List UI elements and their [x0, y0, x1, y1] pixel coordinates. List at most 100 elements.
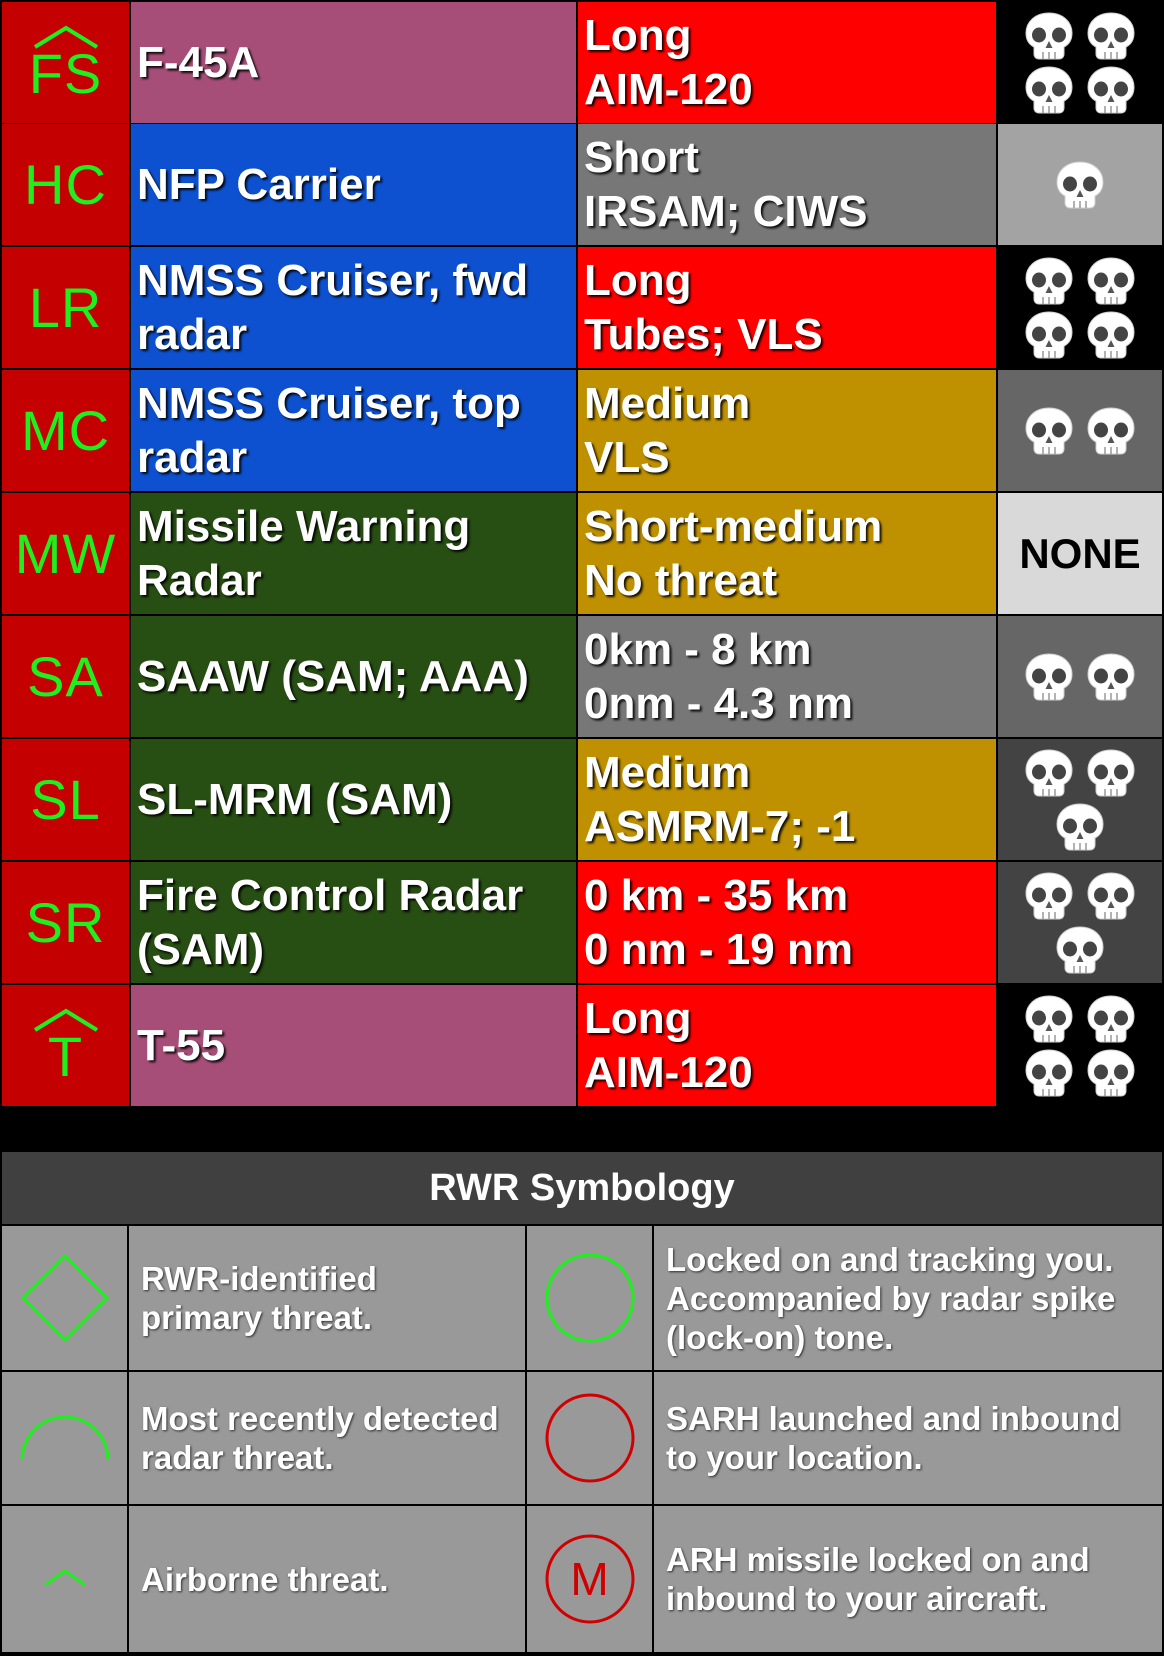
- danger-skulls: [1016, 404, 1144, 458]
- airborne-caret-icon: [33, 1008, 98, 1032]
- threat-range: Medium VLS: [584, 377, 750, 485]
- skull-icon: [1025, 1048, 1073, 1096]
- threat-name-cell: Fire Control Radar (SAM): [131, 862, 576, 983]
- threat-range-line: Medium: [584, 378, 751, 428]
- threat-range-cell: Long AIM-120: [578, 2, 996, 123]
- skull-icon: [1087, 871, 1135, 919]
- threat-range-cell: Long Tubes; VLS: [578, 247, 996, 368]
- skull-icon: [1087, 994, 1135, 1042]
- threat-range-line: IRSAM; CIWS: [584, 186, 868, 236]
- threat-range-line: 0 km - 35 km: [584, 870, 849, 920]
- arc-symbol-cell: [2, 1372, 127, 1504]
- threat-range: Long AIM-120: [584, 9, 753, 117]
- threat-range: 0km - 8 km 0nm - 4.3 nm: [584, 623, 853, 731]
- threat-name-cell: T-55: [131, 985, 576, 1106]
- threat-code-label: LR: [28, 275, 103, 339]
- threat-name-line: NMSS Cruiser, top: [137, 378, 521, 428]
- skull-icon: [1087, 11, 1135, 59]
- threat-name-line: Missile Warning: [137, 501, 471, 551]
- danger-skulls: [1016, 650, 1144, 704]
- skull-icon: [1025, 871, 1073, 919]
- threat-code: SL: [30, 771, 101, 828]
- threat-name-line: radar: [137, 309, 248, 359]
- threat-danger-cell: [998, 862, 1162, 983]
- skull-icon: [1025, 256, 1073, 304]
- skull-icon: [1087, 310, 1135, 358]
- skull-icon: [1087, 406, 1135, 454]
- symbol-description-line: to your location.: [666, 1439, 923, 1476]
- threat-range-cell: Medium ASMRM-7; -1: [578, 739, 996, 860]
- m-circle-symbol-cell: M: [527, 1506, 652, 1652]
- threat-code-label: SA: [27, 644, 104, 708]
- threat-code-cell: T: [2, 985, 129, 1106]
- symbol-description: RWR-identified primary threat.: [129, 1226, 525, 1370]
- threat-range-line: AIM-120: [584, 1047, 753, 1097]
- threat-name-line: radar: [137, 432, 248, 482]
- danger-skulls: [1016, 254, 1144, 362]
- green-circle-icon: [542, 1250, 638, 1346]
- symbol-description-line: SARH launched and inbound: [666, 1400, 1121, 1437]
- threat-code-cell: FS: [2, 2, 129, 123]
- symbol-description-line: inbound to your aircraft.: [666, 1580, 1048, 1617]
- symbol-description: SARH launched and inbound to your locatio…: [654, 1372, 1162, 1504]
- green-circle-symbol-cell: [527, 1226, 652, 1370]
- threat-row: T T-55 Long AIM-120: [2, 985, 1162, 1106]
- threat-code-label: MW: [14, 521, 117, 585]
- red-circle-icon: [542, 1390, 638, 1486]
- danger-skulls: [1016, 746, 1144, 854]
- threat-code-label: T: [47, 1024, 84, 1088]
- threat-danger-cell: [998, 616, 1162, 737]
- threat-name: F-45A: [137, 36, 259, 90]
- threat-code-cell: MW: [2, 493, 129, 614]
- symbol-description: Locked on and tracking you. Accompanied b…: [654, 1226, 1162, 1370]
- threat-range-line: Short-medium: [584, 501, 883, 551]
- threat-code-cell: SR: [2, 862, 129, 983]
- airborne-caret-icon: [33, 25, 98, 49]
- symbol-description-line: primary threat.: [141, 1299, 373, 1336]
- skull-icon: [1056, 802, 1104, 850]
- threat-name-line: SL-MRM (SAM): [137, 774, 453, 824]
- symbol-description: Airborne threat.: [129, 1506, 525, 1652]
- threat-name: Fire Control Radar (SAM): [137, 869, 523, 977]
- skull-icon: [1025, 310, 1073, 358]
- threat-row: HC NFP Carrier Short IRSAM; CIWS: [2, 124, 1162, 245]
- symbol-description-line: (lock-on) tone.: [666, 1318, 894, 1356]
- threat-name: Missile Warning Radar: [137, 500, 470, 608]
- threat-code-label: MC: [20, 398, 111, 462]
- threat-range-cell: Long AIM-120: [578, 985, 996, 1106]
- threat-name-cell: SL-MRM (SAM): [131, 739, 576, 860]
- threat-code: FS: [29, 24, 103, 102]
- threat-range: Long Tubes; VLS: [584, 254, 823, 362]
- threat-range-line: 0nm - 4.3 nm: [584, 678, 853, 728]
- danger-skulls: [1016, 9, 1144, 117]
- threat-code: MW: [14, 521, 117, 585]
- threat-name-line: (SAM): [137, 924, 265, 974]
- threat-range: Short-medium No threat: [584, 500, 882, 608]
- threat-range-cell: Short-medium No threat: [578, 493, 996, 614]
- caret-symbol-cell: [2, 1506, 127, 1652]
- threat-code-label: FS: [28, 41, 103, 105]
- threat-range: Long AIM-120: [584, 992, 753, 1100]
- threat-code: SA: [27, 644, 104, 708]
- skull-icon: [1025, 748, 1073, 796]
- threat-range-line: Tubes; VLS: [584, 309, 823, 359]
- threat-danger-cell: [998, 2, 1162, 123]
- threat-range-line: 0km - 8 km: [584, 624, 812, 674]
- threat-code-cell: HC: [2, 124, 129, 245]
- symbol-description-line: radar threat.: [141, 1439, 334, 1476]
- threat-name: NMSS Cruiser, top radar: [137, 377, 521, 485]
- threat-code-cell: SA: [2, 616, 129, 737]
- skull-icon: [1025, 11, 1073, 59]
- threat-row: MW Missile Warning Radar Short-medium No thr…: [2, 493, 1162, 614]
- symbol-description: ARH missile locked on and inbound to your…: [654, 1506, 1162, 1652]
- skull-icon: [1087, 256, 1135, 304]
- danger-none-label: NONE: [1019, 529, 1141, 577]
- threat-range-line: Long: [584, 993, 692, 1043]
- threat-range-line: No threat: [584, 555, 778, 605]
- threat-range: Short IRSAM; CIWS: [584, 131, 868, 239]
- symbol-description-line: Airborne threat.: [141, 1560, 389, 1598]
- threat-row: FS F-45A Long AIM-120: [2, 2, 1162, 123]
- threat-name: T-55: [137, 1019, 225, 1073]
- symbol-description-line: Locked on and tracking you.: [666, 1240, 1114, 1278]
- threat-name-line: Fire Control Radar: [137, 870, 524, 920]
